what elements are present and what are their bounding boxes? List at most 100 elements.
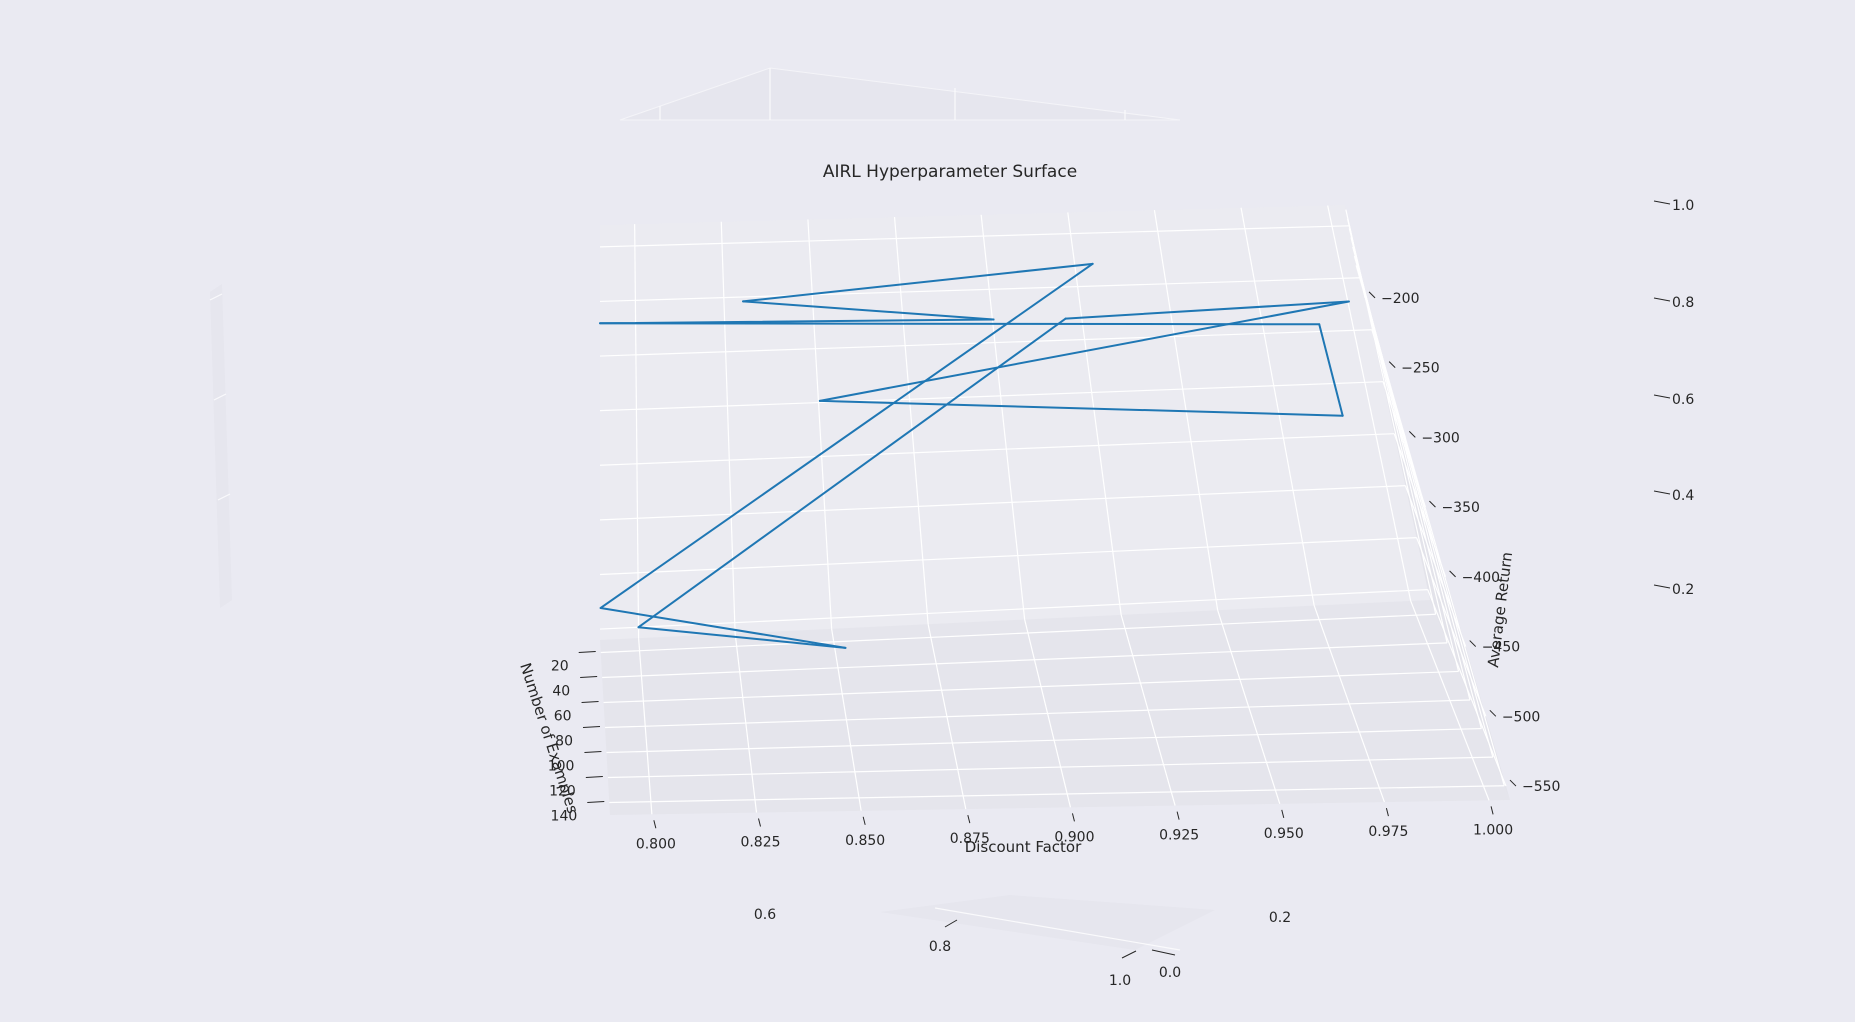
ghost-tick-label: 1.0 <box>1109 973 1131 989</box>
x-tick <box>587 801 605 803</box>
gridline <box>599 537 1417 576</box>
gridline <box>1327 205 1412 602</box>
series-segment <box>599 606 847 649</box>
y-tick <box>967 814 971 824</box>
ghost-tick <box>1653 584 1671 589</box>
y-tick-label: 1.000 <box>1473 822 1513 838</box>
ghost-tick <box>1653 297 1671 302</box>
z-tick <box>1469 640 1477 647</box>
x-tick <box>585 776 603 778</box>
z-tick <box>1429 500 1436 508</box>
ghost-tick <box>1151 949 1176 956</box>
chart-title: AIRL Hyperparameter Surface <box>823 162 1077 182</box>
y-tick-label: 0.825 <box>740 835 780 851</box>
ghost-tick <box>1653 394 1671 399</box>
z-tick <box>1489 709 1497 717</box>
z-tick <box>1388 361 1396 368</box>
empty-3d-axes: 0.2 0.4 0.6 0.8 1.0 0.0 0.2 0.6 0.8 1.0 <box>209 67 1694 989</box>
ghost-gridline <box>934 907 1181 951</box>
series-segment <box>742 262 1094 303</box>
y-tick <box>1071 813 1075 822</box>
z-tick-label: −300 <box>1421 430 1459 446</box>
y-tick <box>1281 809 1285 818</box>
ghost-tick-label: 1.0 <box>1672 198 1694 214</box>
gridline <box>599 225 1350 248</box>
ghost-pane-left <box>210 284 232 608</box>
gridline <box>1067 212 1122 615</box>
x-tick-label: 40 <box>552 684 570 700</box>
y-tick-label: 0.950 <box>1264 826 1304 842</box>
gridline <box>599 277 1361 303</box>
gridline <box>807 219 833 629</box>
ghost-pane-bottom <box>880 895 1215 950</box>
gridline <box>603 670 1459 704</box>
gridline <box>606 727 1482 754</box>
gridline <box>1416 537 1487 717</box>
z-tick-label: −400 <box>1462 570 1500 586</box>
gridline <box>634 224 640 639</box>
gridline <box>600 613 1436 654</box>
ghost-tick-label: 0.4 <box>1672 488 1694 504</box>
ghost-pane-top <box>619 67 1181 121</box>
series-segment <box>599 322 1321 326</box>
x-tick <box>584 751 602 753</box>
ghost-tick-label: 0.6 <box>754 907 776 923</box>
gridline <box>607 756 1493 779</box>
series-segment <box>599 318 995 325</box>
y-tick <box>862 816 866 825</box>
ghost-gridline <box>217 493 231 501</box>
x-tick <box>582 726 601 728</box>
z-tick-label: −350 <box>1441 500 1479 516</box>
ghost-tick-label: 0.8 <box>1672 295 1694 311</box>
gridline <box>1382 381 1427 508</box>
ghost-gridline <box>209 293 223 301</box>
z-tick-label: −200 <box>1381 291 1419 307</box>
main-3d-axes: 20 40 60 80 100 120 140 0.800 0.825 0.850 0.875 0.9… <box>548 205 1560 852</box>
gridline <box>599 433 1395 466</box>
x-tick <box>581 701 599 703</box>
y-tick-label: 0.975 <box>1368 824 1408 840</box>
gridline <box>599 329 1372 357</box>
gridline <box>1371 329 1406 438</box>
ghost-tick <box>1653 490 1671 495</box>
ghost-tick <box>1121 950 1137 959</box>
series-segment <box>1318 323 1344 417</box>
z-tick <box>1408 431 1416 438</box>
y-tick-label: 0.800 <box>636 836 676 852</box>
gridline <box>1393 433 1447 578</box>
ghost-tick <box>1653 200 1671 205</box>
gridline <box>1427 589 1507 787</box>
z-tick-label: −550 <box>1522 779 1560 795</box>
y-tick <box>758 818 761 827</box>
gridline <box>1153 210 1219 611</box>
x-tick-label: 100 <box>548 759 575 775</box>
series-segment <box>1064 300 1350 320</box>
gridline <box>602 642 1448 679</box>
gridline <box>599 589 1428 630</box>
y-tick <box>1176 811 1180 820</box>
series-segment <box>637 317 1067 629</box>
series-segment <box>637 626 847 649</box>
y-tick <box>1385 807 1389 817</box>
x-tick-label: 120 <box>549 784 576 800</box>
gridline <box>604 699 1471 729</box>
z-tick-label: −450 <box>1482 640 1520 656</box>
z-tick <box>1368 291 1376 299</box>
ghost-tick-label: 0.0 <box>1159 965 1181 981</box>
gridline <box>599 381 1384 412</box>
x-tick-label: 60 <box>554 709 572 725</box>
back-pane <box>600 205 1430 640</box>
y-tick <box>1490 806 1494 815</box>
gridline <box>1360 277 1386 368</box>
y-tick <box>653 820 657 829</box>
y-tick-label: 0.875 <box>950 831 990 847</box>
z-tick-label: −500 <box>1502 709 1540 725</box>
ghost-tick-label: 0.8 <box>929 939 951 955</box>
floor-pane <box>600 600 1510 815</box>
gridline <box>980 214 1026 620</box>
y-tick-label: 0.925 <box>1159 828 1199 844</box>
x-tick-label: 80 <box>555 734 573 750</box>
series-segment <box>599 262 1094 609</box>
gridline <box>1240 207 1315 606</box>
gridline <box>720 221 736 634</box>
